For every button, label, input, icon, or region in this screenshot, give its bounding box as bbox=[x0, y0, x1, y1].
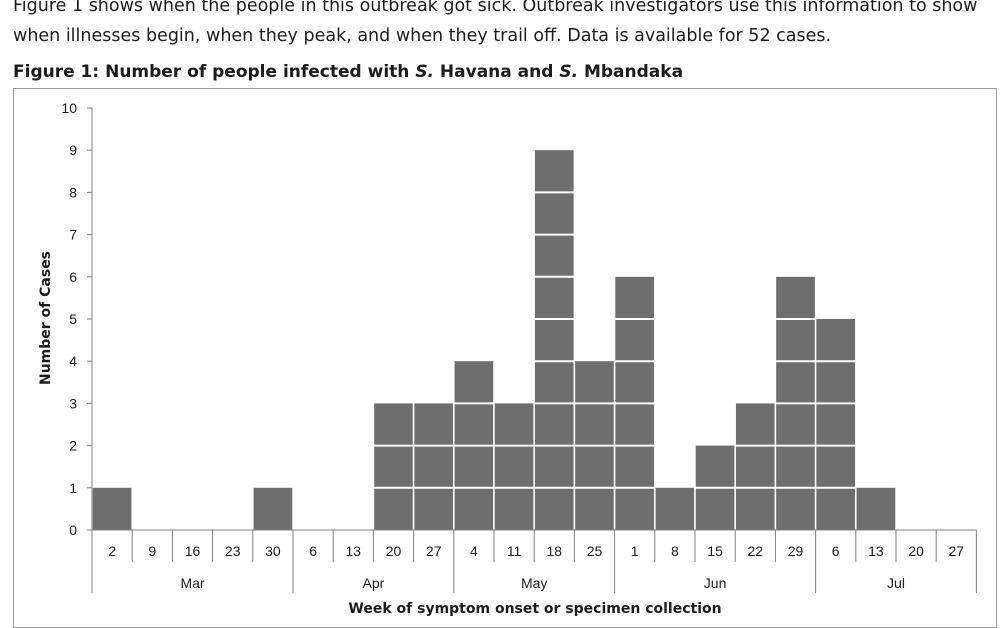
y-tick-label: 4 bbox=[69, 353, 77, 369]
x-tick-label: 2 bbox=[108, 543, 116, 559]
figure-title-name2: Mbandaka bbox=[578, 62, 684, 82]
x-tick-label: 1 bbox=[631, 543, 639, 559]
month-label: Jul bbox=[887, 575, 905, 591]
figure-title-species2: S. bbox=[559, 62, 579, 82]
y-axis-title: Number of Cases bbox=[38, 251, 54, 385]
x-tick-label: 20 bbox=[908, 543, 924, 559]
y-tick-label: 1 bbox=[69, 480, 77, 496]
bar-7 bbox=[373, 403, 414, 530]
x-tick-label: 29 bbox=[788, 543, 804, 559]
x-tick-label: 13 bbox=[346, 543, 362, 559]
x-tick-label: 6 bbox=[309, 543, 317, 559]
bar-19 bbox=[855, 487, 896, 530]
x-axis-title: Week of symptom onset or specimen collec… bbox=[348, 601, 721, 617]
y-tick-label: 8 bbox=[69, 184, 77, 200]
y-tick-label: 5 bbox=[69, 311, 77, 327]
bar-18 bbox=[815, 319, 856, 530]
bar-8 bbox=[413, 403, 454, 530]
x-tick-label: 4 bbox=[470, 543, 478, 559]
x-tick-label: 23 bbox=[225, 543, 241, 559]
x-tick-label: 20 bbox=[386, 543, 402, 559]
y-tick-label: 0 bbox=[69, 522, 77, 538]
month-label: Apr bbox=[363, 575, 385, 591]
x-tick-label: 8 bbox=[671, 543, 679, 559]
x-tick-label: 22 bbox=[748, 543, 764, 559]
figure-title-prefix: Figure 1: Number of people infected with bbox=[13, 62, 416, 82]
bar-14 bbox=[654, 487, 695, 530]
x-tick-label: 9 bbox=[148, 543, 156, 559]
y-tick-label: 10 bbox=[61, 100, 77, 116]
x-tick-label: 18 bbox=[547, 543, 563, 559]
figure-title-name1: Havana and bbox=[434, 62, 560, 82]
y-tick-label: 9 bbox=[69, 142, 77, 158]
x-tick-label: 30 bbox=[265, 543, 281, 559]
figure-title-species1: S. bbox=[415, 62, 435, 82]
y-tick-label: 2 bbox=[69, 438, 77, 454]
y-tick-label: 3 bbox=[69, 395, 77, 411]
x-tick-label: 6 bbox=[832, 543, 840, 559]
x-tick-label: 15 bbox=[707, 543, 723, 559]
bar-16 bbox=[735, 403, 776, 530]
bars-layer bbox=[91, 150, 897, 530]
intro-paragraph: Figure 1 shows when the people in this o… bbox=[13, 0, 978, 46]
bar-10 bbox=[494, 403, 535, 530]
x-tick-label: 11 bbox=[507, 543, 522, 559]
month-label: Jun bbox=[704, 575, 727, 591]
bar-11 bbox=[534, 150, 575, 530]
x-tick-label: 25 bbox=[587, 543, 603, 559]
figure-title: Figure 1: Number of people infected with… bbox=[13, 62, 683, 82]
x-tick-label: 27 bbox=[949, 543, 965, 559]
x-tick-label: 13 bbox=[868, 543, 884, 559]
bar-0 bbox=[92, 487, 133, 530]
x-tick-label: 27 bbox=[426, 543, 442, 559]
y-tick-label: 6 bbox=[69, 269, 77, 285]
y-tick-label: 7 bbox=[69, 227, 77, 243]
month-label: May bbox=[521, 575, 547, 591]
x-tick-label: 16 bbox=[185, 543, 201, 559]
month-label: Mar bbox=[180, 575, 204, 591]
bar-4 bbox=[252, 487, 293, 530]
